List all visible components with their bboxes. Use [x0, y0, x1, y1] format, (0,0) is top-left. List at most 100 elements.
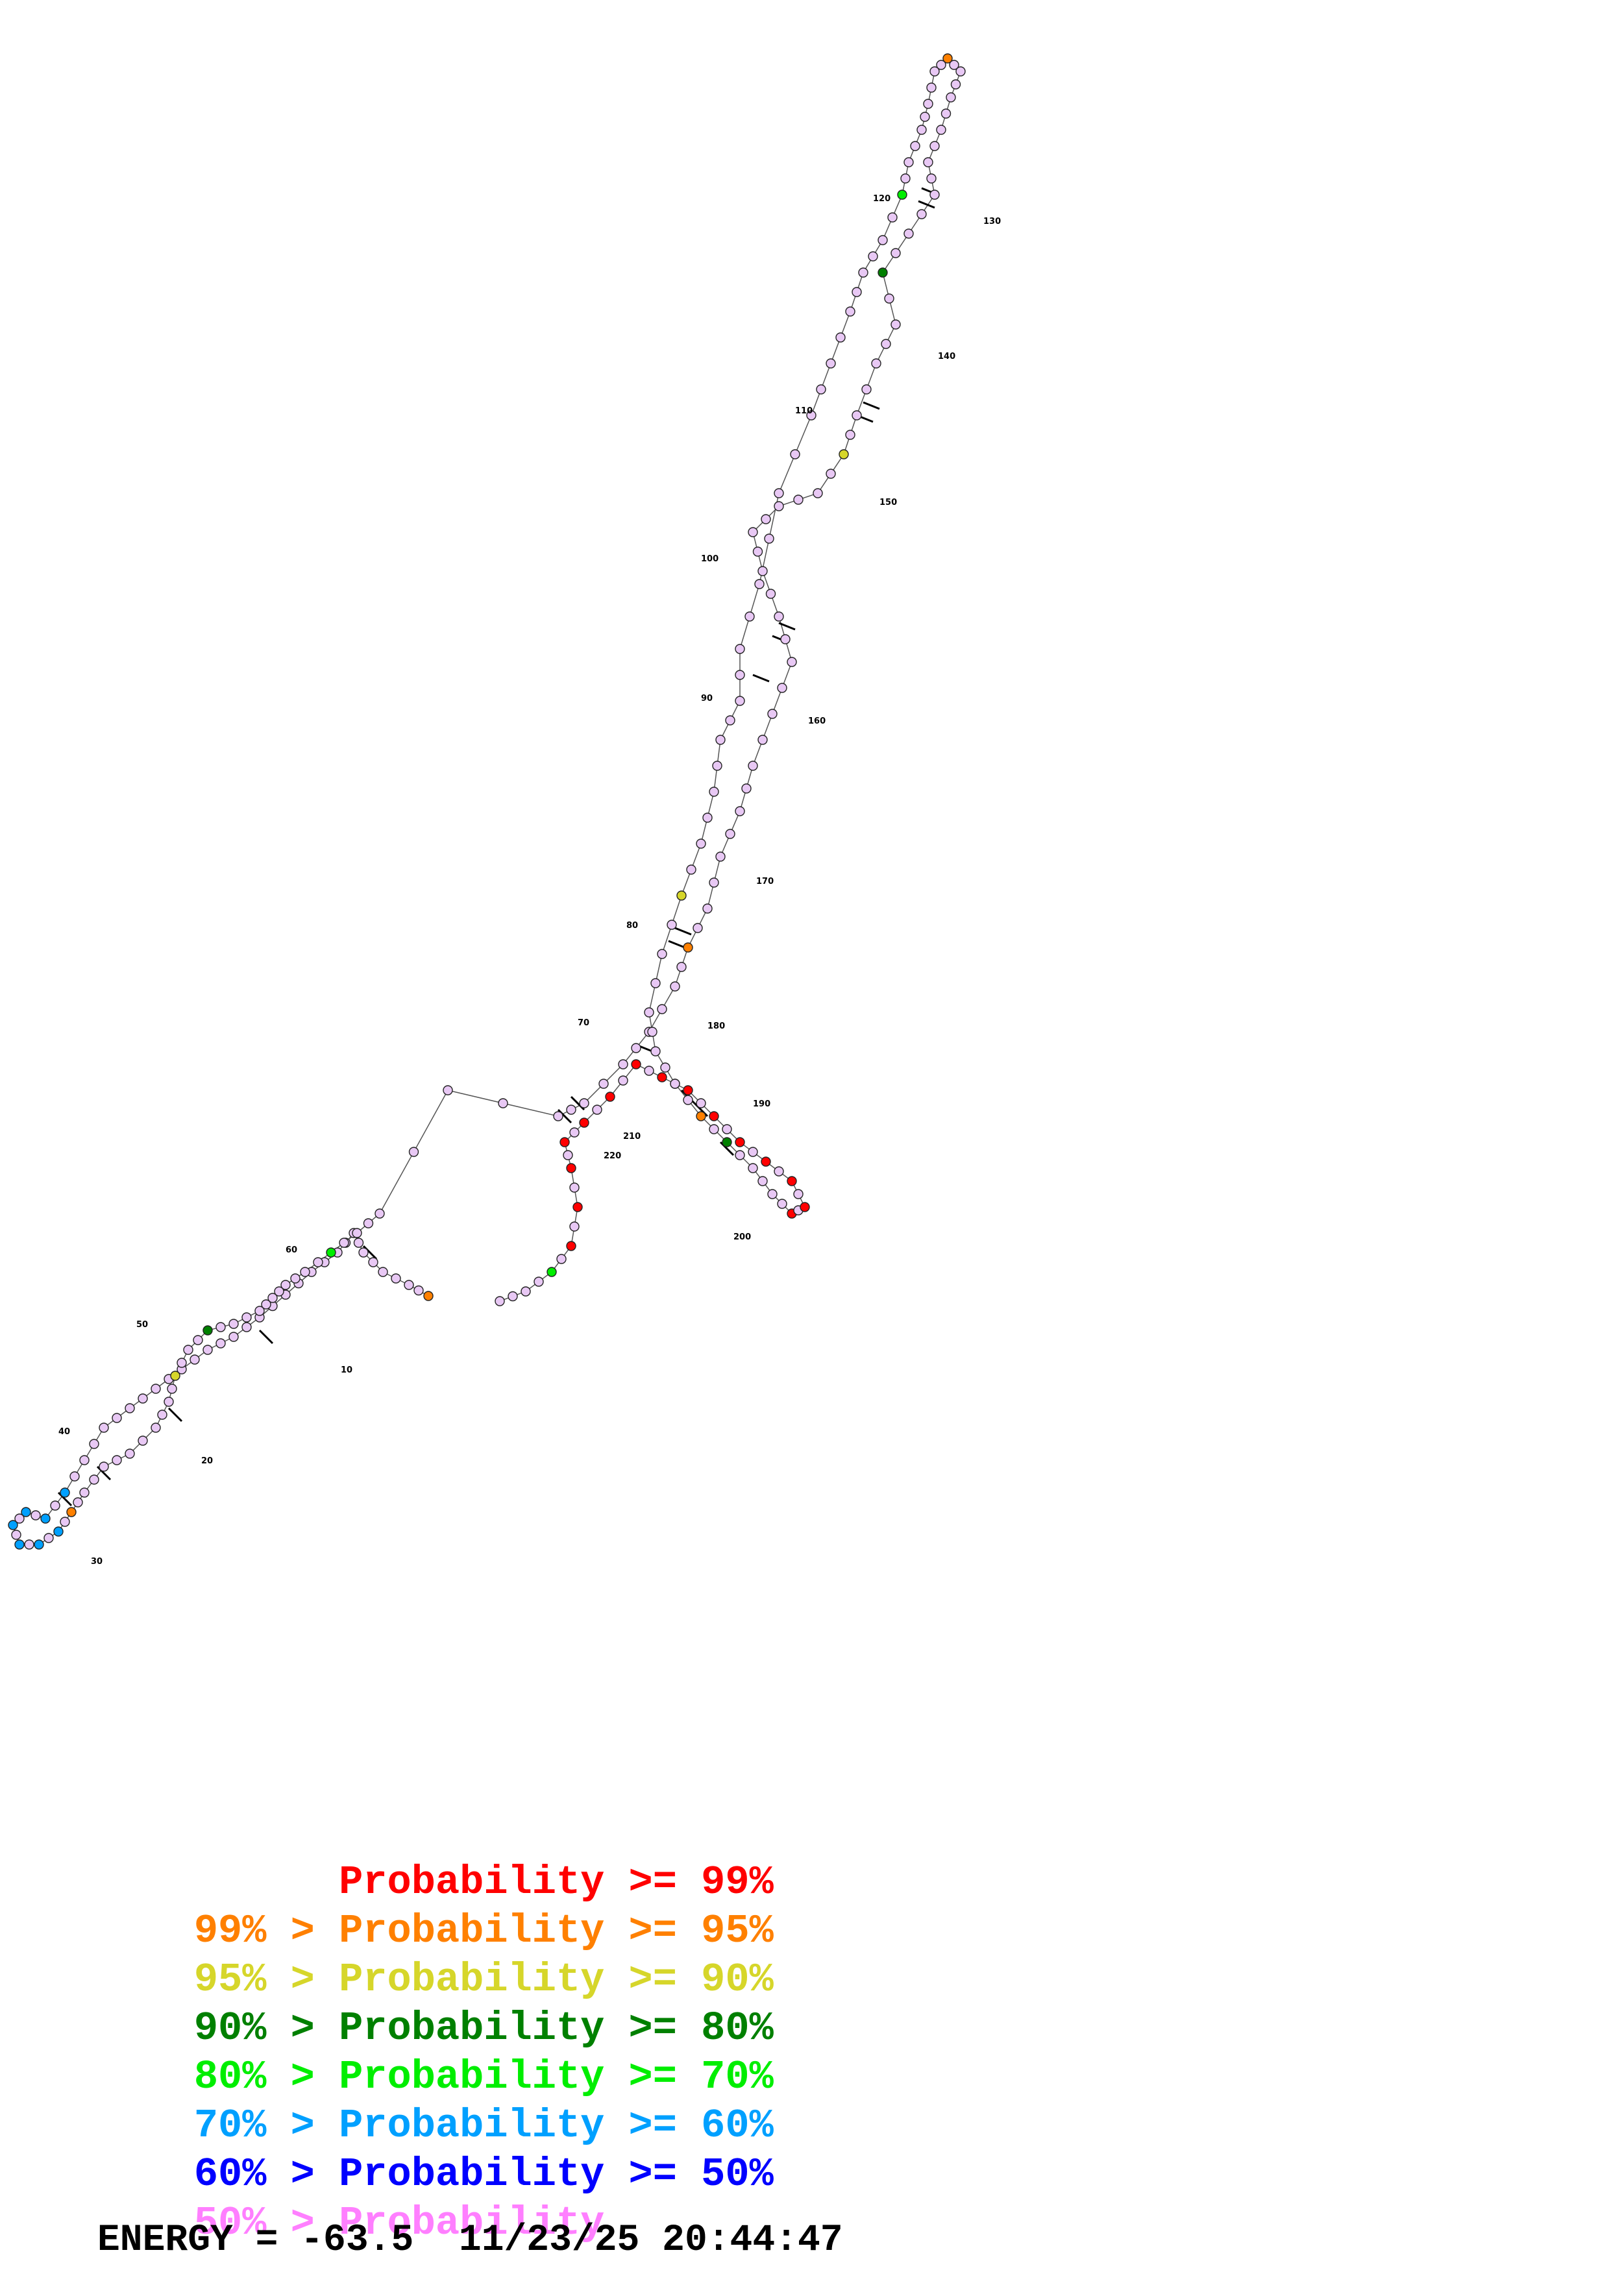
nucleotide: [14, 1539, 25, 1550]
nucleotide: [709, 787, 719, 797]
legend-label: Probability >= 90%: [339, 1957, 774, 2003]
nucleotide: [955, 66, 966, 77]
nucleotide: [696, 1098, 706, 1108]
nucleotide: [99, 1423, 109, 1433]
nucleotide: [748, 761, 758, 771]
nucleotide: [942, 53, 953, 64]
nucleotide: [53, 1526, 64, 1537]
position-ticks: 10 20 30 40 50 60 70 80 90 100 110 120 130 140 150 160 1…: [58, 194, 1001, 1567]
nucleotide: [157, 1410, 167, 1420]
nucleotide: [903, 157, 914, 167]
legend-row-4: 90% > Probability >= 80%: [97, 1955, 774, 2101]
legend-prefix: 50% >: [193, 2200, 339, 2246]
base-pair-bond: [863, 401, 880, 410]
nucleotide: [774, 611, 784, 622]
nucleotide: [774, 488, 784, 498]
nucleotide: [112, 1413, 122, 1423]
position-label: 140: [938, 352, 955, 361]
nucleotide: [890, 319, 901, 330]
nucleotide: [647, 1027, 657, 1037]
nucleotide: [897, 189, 907, 200]
legend-label: Probability >= 99%: [339, 1859, 774, 1905]
nucleotide: [903, 228, 914, 239]
nucleotide: [215, 1322, 226, 1332]
nucleotide: [508, 1291, 518, 1302]
nucleotide: [735, 806, 745, 816]
nucleotide: [34, 1539, 44, 1550]
nucleotide: [618, 1059, 628, 1069]
nucleotide: [164, 1397, 174, 1407]
nucleotide: [761, 1156, 771, 1167]
nucleotide: [228, 1319, 239, 1329]
nucleotide: [676, 890, 687, 901]
base-pair-bond: [167, 1407, 183, 1423]
nucleotide: [858, 267, 868, 278]
position-label: 200: [733, 1232, 751, 1242]
nucleotide: [495, 1296, 505, 1306]
nucleotide: [683, 1085, 693, 1095]
nucleotide: [835, 332, 846, 343]
legend-row-6: 70% > Probability >= 60%: [97, 2053, 774, 2199]
legend-label: Probability >= 60%: [339, 2103, 774, 2149]
nucleotide: [79, 1455, 90, 1465]
nucleotide: [267, 1293, 278, 1303]
nucleotide: [735, 696, 745, 706]
nucleotide: [193, 1335, 203, 1345]
nucleotide: [553, 1111, 563, 1121]
nucleotide: [868, 251, 878, 262]
nucleotide: [563, 1150, 573, 1160]
nucleotide: [443, 1085, 453, 1095]
nucleotide: [735, 1150, 745, 1160]
nucleotide: [767, 1189, 778, 1199]
legend-row-7: 60% > Probability >= 50%: [97, 2101, 774, 2247]
legend-row-8: 50% > Probability: [97, 2150, 605, 2296]
nucleotide: [852, 410, 862, 421]
nucleotide: [923, 99, 933, 109]
nucleotide: [725, 829, 735, 839]
nucleotide: [676, 962, 687, 972]
legend-label: Probability >= 50%: [339, 2151, 774, 2197]
rna-backbone: [12, 57, 961, 1545]
nucleotide: [241, 1322, 252, 1332]
nucleotide: [138, 1435, 148, 1446]
legend-label: Probability >= 70%: [339, 2054, 774, 2100]
nucleotide: [50, 1500, 60, 1511]
nucleotide: [683, 942, 693, 953]
nucleotide: [926, 173, 937, 184]
base-pair-bond: [258, 1329, 274, 1345]
nucleotide: [99, 1461, 109, 1472]
legend-label: Probability: [339, 2200, 605, 2246]
nucleotide: [280, 1280, 291, 1290]
nucleotide: [183, 1345, 193, 1355]
nucleotide: [650, 978, 661, 988]
nucleotide: [631, 1043, 641, 1053]
nucleotide: [712, 761, 722, 771]
legend-row-5: 80% > Probability >= 70%: [97, 2004, 774, 2150]
nucleotide: [579, 1098, 589, 1108]
legend-prefix: 60% >: [193, 2151, 339, 2197]
nucleotide: [660, 1062, 670, 1073]
nucleotide: [215, 1338, 226, 1349]
nucleotide: [916, 209, 927, 219]
nucleotide: [741, 783, 752, 794]
nucleotide: [800, 1202, 810, 1212]
nucleotide: [923, 157, 933, 167]
nucleotide: [754, 579, 765, 589]
nucleotide: [24, 1539, 34, 1550]
nucleotide: [881, 339, 891, 349]
nucleotide: [878, 267, 888, 278]
nucleotide: [572, 1202, 583, 1212]
nucleotide: [31, 1510, 41, 1520]
position-label: 210: [623, 1132, 641, 1142]
nucleotide: [878, 235, 888, 245]
nucleotide: [89, 1439, 99, 1449]
nucleotide: [190, 1354, 200, 1365]
nucleotide: [793, 495, 804, 505]
nucleotide: [605, 1092, 615, 1102]
legend-prefix: 90% >: [193, 2005, 339, 2051]
nucleotide: [657, 1072, 667, 1082]
nucleotide: [900, 173, 911, 184]
legend-label: Probability >= 95%: [339, 1908, 774, 1954]
nucleotide: [618, 1075, 628, 1086]
nucleotide: [138, 1393, 148, 1404]
